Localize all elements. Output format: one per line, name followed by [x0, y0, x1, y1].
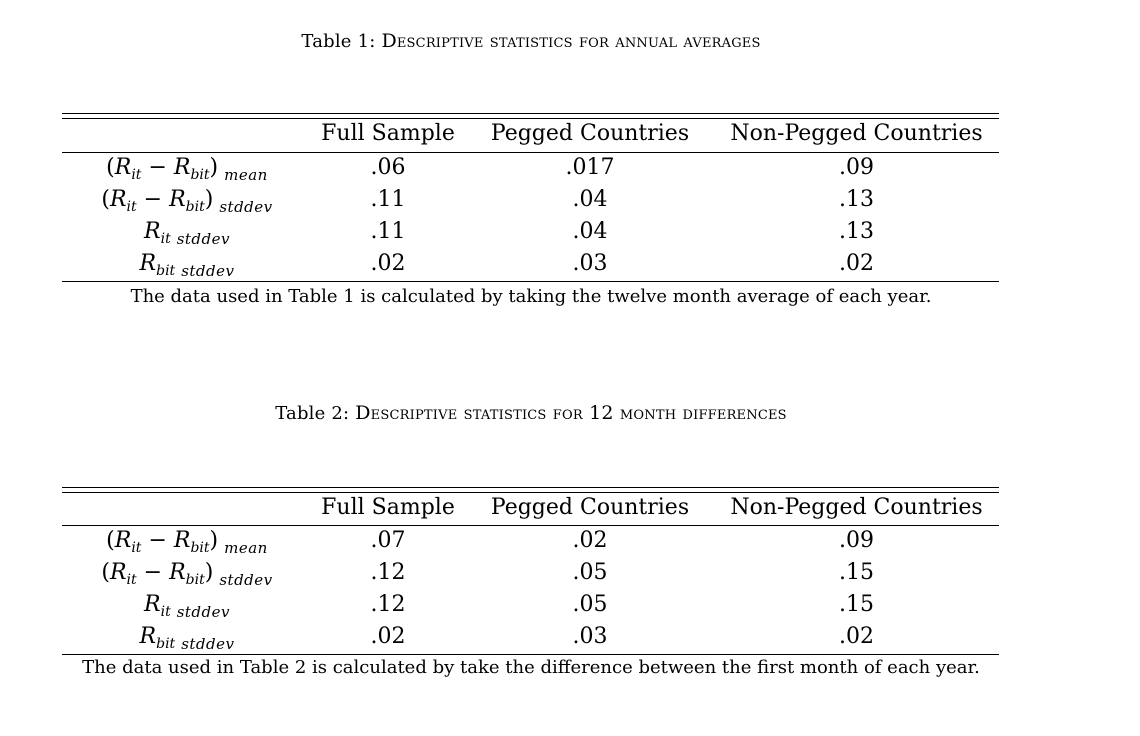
table-1-row-1-full: .06	[370, 155, 406, 180]
table-1-row-4-non-pegged: .02	[839, 251, 874, 276]
table-1-header-rule	[62, 152, 999, 153]
table-2-row-2-pegged: .05	[572, 560, 608, 585]
table-2-row-3-non-pegged: .15	[839, 592, 874, 617]
table-1-header-pegged: Pegged Countries	[490, 121, 690, 146]
table-row: Rbit stddev .02 .03 .02	[62, 248, 999, 280]
table-1-row-3-non-pegged: .13	[839, 219, 874, 244]
table-2-bottom-rule	[62, 654, 999, 655]
table-1-row-1-non-pegged: .09	[839, 155, 874, 180]
table-2-row-4-non-pegged: .02	[839, 624, 874, 649]
table-2-caption-prefix: Table 2:	[275, 403, 350, 424]
table-2-row-2-label: (Rit − Rbit) stddev	[101, 560, 273, 589]
table-1-caption: Table 1: Descriptive statistics for annu…	[0, 30, 1062, 52]
table-row: Rit stddev .12 .05 .15	[62, 589, 999, 621]
table-2-row-4-label: Rbit stddev	[139, 624, 235, 653]
table-1-row-3-full: .11	[370, 219, 406, 244]
table-1-row-1-pegged: .017	[565, 155, 615, 180]
table-1-row-3-pegged: .04	[572, 219, 608, 244]
table-1-caption-prefix: Table 1:	[301, 31, 376, 52]
table-1-top-rule-inner	[62, 118, 999, 119]
table-1-caption-title: Descriptive statistics for annual averag…	[381, 30, 761, 52]
table-1-row-2-non-pegged: .13	[839, 187, 874, 212]
table-2-top-rule-inner	[62, 492, 999, 493]
table-row: Rbit stddev .02 .03 .02	[62, 621, 999, 653]
table-2-caption-title: Descriptive statistics for 12 month diff…	[355, 402, 787, 424]
table-2-row-1-pegged: .02	[572, 528, 608, 553]
table-1-note: The data used in Table 1 is calculated b…	[130, 286, 932, 307]
table-2-row-1-non-pegged: .09	[839, 528, 874, 553]
table-1-row-4-full: .02	[370, 251, 406, 276]
table-1-row-3-label: Rit stddev	[144, 219, 230, 248]
table-1-row-2-pegged: .04	[572, 187, 608, 212]
table-2-header-non-pegged: Non-Pegged Countries	[730, 495, 983, 520]
table-2-header-full-sample: Full Sample	[321, 495, 455, 520]
table-2-row-1-label: (Rit − Rbit) mean	[106, 528, 268, 557]
table-row: Rit stddev .11 .04 .13	[62, 216, 999, 248]
table-2-row-3-pegged: .05	[572, 592, 608, 617]
table-1-row-2-label: (Rit − Rbit) stddev	[101, 187, 273, 216]
table-2-header-pegged: Pegged Countries	[490, 495, 690, 520]
table-1-row-4-label: Rbit stddev	[139, 251, 235, 280]
table-2-row-4-full: .02	[370, 624, 406, 649]
table-2-row-2-full: .12	[370, 560, 406, 585]
table-2-note: The data used in Table 2 is calculated b…	[82, 657, 980, 678]
table-2-header-rule	[62, 525, 999, 526]
table-row: (Rit − Rbit) mean .06 .017 .09	[62, 152, 999, 184]
table-row: (Rit − Rbit) mean .07 .02 .09	[62, 525, 999, 557]
table-2-row-1-full: .07	[370, 528, 406, 553]
table-2-caption: Table 2: Descriptive statistics for 12 m…	[0, 402, 1062, 424]
table-2-row-3-label: Rit stddev	[144, 592, 230, 621]
table-row: (Rit − Rbit) stddev .12 .05 .15	[62, 557, 999, 589]
table-1-row-4-pegged: .03	[572, 251, 608, 276]
table-2-top-rule-outer	[62, 487, 999, 488]
table-1-bottom-rule	[62, 281, 999, 282]
table-2-row-4-pegged: .03	[572, 624, 608, 649]
table-2-header-row: Full Sample Pegged Countries Non-Pegged …	[62, 492, 999, 524]
table-1-header-row: Full Sample Pegged Countries Non-Pegged …	[62, 118, 999, 150]
table-1-row-1-label: (Rit − Rbit) mean	[106, 155, 268, 184]
table-1-row-2-full: .11	[370, 187, 406, 212]
table-1-header-full-sample: Full Sample	[321, 121, 455, 146]
table-1-header-non-pegged: Non-Pegged Countries	[730, 121, 983, 146]
table-row: (Rit − Rbit) stddev .11 .04 .13	[62, 184, 999, 216]
table-2-row-2-non-pegged: .15	[839, 560, 874, 585]
table-1-top-rule-outer	[62, 113, 999, 114]
table-2-row-3-full: .12	[370, 592, 406, 617]
